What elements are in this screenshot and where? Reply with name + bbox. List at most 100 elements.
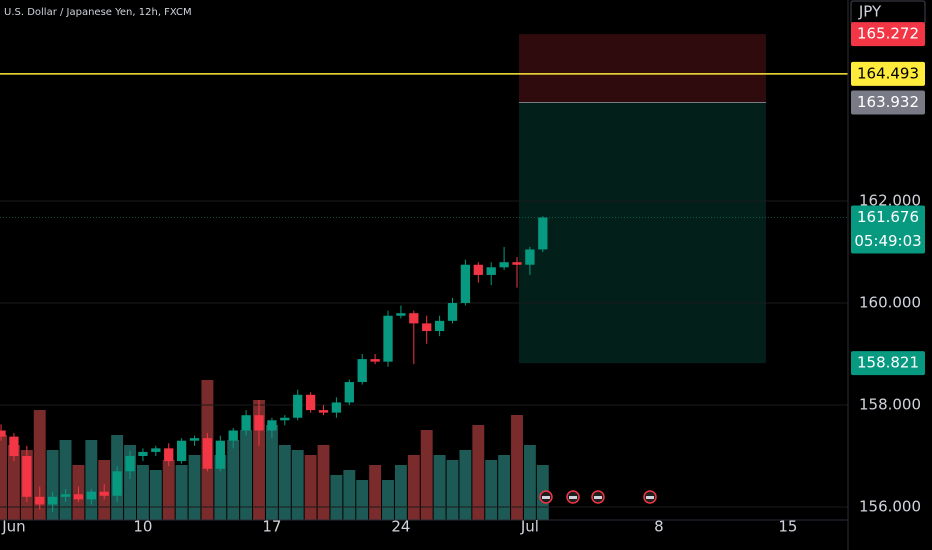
volume-bar <box>0 435 7 520</box>
x-tick-label: 8 <box>654 518 664 536</box>
volume-bar <box>498 455 511 520</box>
volume-bar <box>85 440 98 520</box>
volume-bar <box>124 445 136 520</box>
volume-bar <box>7 445 20 520</box>
candle-body <box>409 313 419 324</box>
volume-bar <box>214 455 227 520</box>
volume-bar <box>136 465 149 520</box>
candle-body <box>202 438 213 469</box>
candle-body <box>512 262 522 265</box>
candle-body <box>422 323 432 332</box>
candle-body <box>538 217 548 250</box>
volume-bar <box>227 440 240 520</box>
volume-bar <box>394 465 407 520</box>
price-label-bg <box>851 205 925 254</box>
candle-body <box>331 402 342 413</box>
x-tick-label: 10 <box>133 518 152 536</box>
candle-body <box>370 359 380 362</box>
volume-bar <box>304 455 317 520</box>
price-label: 158.821 <box>857 354 919 372</box>
volume-bar <box>162 460 175 520</box>
candle-body <box>447 302 458 321</box>
candle-body <box>254 415 264 431</box>
event-flag <box>569 496 577 499</box>
candle-body <box>112 471 122 496</box>
volume-bar <box>59 440 72 520</box>
candle-body <box>344 382 354 403</box>
candle-body <box>318 410 329 413</box>
x-tick-label: 24 <box>391 518 410 536</box>
price-label: 161.676 <box>857 208 919 226</box>
price-label-bg <box>851 351 925 376</box>
candle-body <box>305 394 316 411</box>
candle-body <box>0 430 6 437</box>
x-tick-label: 17 <box>262 518 281 536</box>
volume-bar <box>511 415 523 520</box>
candle-body <box>125 455 135 472</box>
volume-bar <box>485 460 498 520</box>
event-flag <box>542 496 550 499</box>
y-tick-label: 162.000 <box>859 191 921 209</box>
currency-label: JPY <box>858 3 882 21</box>
candle-body <box>383 315 393 362</box>
candle-body <box>138 451 148 456</box>
price-label: 163.932 <box>857 93 919 111</box>
volume-bar <box>523 445 536 520</box>
candle-body <box>60 494 71 497</box>
volume-bar <box>369 465 382 520</box>
candle-body <box>396 313 406 316</box>
countdown-label: 05:49:03 <box>854 232 921 250</box>
volume-bar <box>472 425 485 520</box>
volume-bar <box>33 410 46 520</box>
volume-bar <box>46 450 59 520</box>
candle-body <box>22 455 32 497</box>
candle-body <box>267 420 277 431</box>
price-label: 165.272 <box>857 25 919 43</box>
y-tick-label: 156.000 <box>859 497 921 515</box>
candle-body <box>47 496 58 505</box>
y-tick-label: 158.000 <box>859 395 921 413</box>
x-tick-label: 15 <box>778 518 797 536</box>
price-label: 164.493 <box>857 64 919 82</box>
candle-body <box>241 415 251 431</box>
volume-bar <box>459 450 472 520</box>
volume-bar <box>240 430 253 520</box>
candle-body <box>151 448 161 452</box>
price-label-bg <box>851 90 925 115</box>
price-label-bg <box>851 22 925 47</box>
candle-body <box>499 262 509 268</box>
event-flag <box>646 496 654 499</box>
y-tick-label: 160.000 <box>859 293 921 311</box>
candle-body <box>357 359 367 383</box>
candle-body <box>434 320 445 332</box>
candle-body <box>176 440 187 462</box>
price-label-bg <box>851 61 925 86</box>
candle-body <box>486 267 496 275</box>
volume-bar <box>253 400 265 520</box>
volume-bar <box>433 455 446 520</box>
candle-body <box>73 494 84 500</box>
x-tick-label: Jun <box>1 518 25 536</box>
volume-bar <box>188 455 201 520</box>
candle-body <box>460 264 471 303</box>
candle-body <box>86 491 96 500</box>
volume-bar <box>265 425 278 520</box>
chart-title: U.S. Dollar / Japanese Yen, 12h, FXCM <box>4 7 192 18</box>
candle-body <box>280 417 290 421</box>
target-zone <box>518 102 766 364</box>
candle-body <box>293 394 303 418</box>
candle-body <box>164 448 174 462</box>
volume-bar <box>330 475 343 520</box>
volume-bar <box>407 455 420 520</box>
volume-bar <box>420 430 433 520</box>
volume-bar <box>278 445 291 520</box>
volume-bar <box>317 445 330 520</box>
volume-bar <box>175 465 188 520</box>
x-tick-label: Jul <box>520 518 539 536</box>
volume-bar <box>446 460 459 520</box>
volume-bar <box>356 480 369 520</box>
stop-zone <box>518 34 766 103</box>
volume-bar <box>149 470 162 520</box>
volume-bar <box>343 470 356 520</box>
